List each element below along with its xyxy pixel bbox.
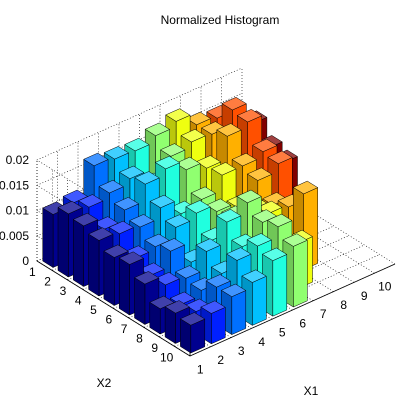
axis-line: [189, 263, 396, 357]
bar-face: [200, 300, 226, 314]
x-tick-label: 8: [340, 298, 347, 312]
bar-face: [154, 155, 181, 170]
x-tick-label: 7: [320, 307, 327, 321]
bar-face: [129, 214, 155, 228]
bars-layer: [42, 97, 319, 354]
bar-face: [118, 251, 145, 265]
bar-face: [241, 269, 267, 283]
bar-face: [252, 138, 278, 152]
x-tick-label: 10: [378, 280, 392, 294]
bar-face: [164, 214, 191, 228]
bar-face: [231, 152, 258, 167]
bar-face: [272, 254, 288, 317]
bar-face: [292, 180, 319, 195]
bar-face: [216, 123, 242, 137]
bar-face: [57, 206, 69, 278]
bar-face: [185, 200, 211, 214]
bar-face: [149, 194, 176, 209]
bar-face: [42, 207, 54, 268]
bar-face: [231, 290, 247, 335]
bar-face: [165, 108, 191, 122]
bar: [200, 300, 226, 345]
bar-face: [118, 257, 130, 316]
y-tick-label: 7: [121, 322, 128, 336]
bar: [179, 312, 206, 354]
bar-face: [118, 165, 145, 179]
x-tick-label: 1: [197, 362, 204, 376]
y-tick-label: 4: [75, 293, 82, 307]
bar-face: [164, 300, 191, 314]
x-axis-label: X1: [304, 384, 319, 398]
axis-line: [36, 260, 191, 357]
bar-face: [133, 271, 160, 285]
bar-face: [180, 129, 206, 143]
y-tick-label: 2: [44, 274, 51, 288]
bar-face: [144, 122, 171, 136]
bar-face: [88, 227, 114, 241]
x-tick-label: 2: [217, 353, 224, 367]
bar-face: [267, 150, 293, 164]
y-axis-label: X2: [97, 376, 112, 390]
z-tick-label: 0.01: [6, 204, 30, 218]
bar-face: [72, 212, 99, 227]
bar-face: [179, 312, 206, 326]
x-tick-label: 3: [238, 344, 245, 358]
bar-face: [73, 218, 84, 287]
bar-face: [103, 244, 129, 258]
y-tick-label: 8: [136, 331, 143, 345]
bar-face: [134, 277, 146, 325]
z-tick-label: 0: [22, 254, 29, 268]
bar-face: [211, 162, 237, 176]
bar-face: [246, 167, 273, 181]
bar-face: [215, 209, 242, 223]
y-tick-label: 5: [90, 303, 97, 317]
bar-face: [159, 143, 186, 157]
bar-face: [236, 189, 262, 204]
bar-face: [282, 233, 308, 247]
bar-face: [113, 197, 140, 211]
bar-face: [195, 238, 221, 252]
y-tick-label: 10: [160, 350, 174, 364]
x-tick-label: 4: [258, 335, 265, 349]
bar-face: [103, 146, 130, 160]
bar-face: [220, 283, 247, 297]
labels-layer: 00.0050.010.0150.02123456789101234567891…: [0, 153, 392, 376]
bar: [103, 244, 129, 306]
bar-face: [221, 97, 247, 111]
bar-face: [190, 186, 217, 200]
bar-face: [57, 200, 83, 215]
bar-face: [108, 220, 135, 235]
z-tick-label: 0.015: [0, 178, 29, 192]
bar-face: [159, 238, 186, 252]
bar-face: [252, 275, 267, 326]
bar-face: [77, 194, 104, 208]
y-tick-label: 6: [105, 312, 112, 326]
bar-face: [88, 233, 100, 297]
y-tick-label: 3: [60, 284, 67, 298]
x-tick-label: 5: [279, 326, 286, 340]
x-tick-label: 9: [361, 289, 368, 303]
bar-face: [124, 137, 150, 152]
bar-face: [293, 239, 308, 308]
z-tick-label: 0.02: [6, 153, 30, 167]
bar-face: [261, 247, 288, 261]
bar-face: [267, 213, 293, 228]
bar-face: [134, 171, 160, 185]
x-tick-label: 6: [299, 316, 306, 330]
bar-face: [205, 274, 232, 288]
bar-face: [246, 233, 273, 247]
bar-face: [103, 250, 115, 306]
bar-face: [98, 179, 124, 194]
y-tick-label: 9: [151, 341, 158, 355]
bar-face: [236, 109, 263, 123]
z-tick-label: 0.005: [0, 229, 29, 243]
bar-face: [226, 247, 252, 261]
bar-face: [174, 265, 201, 279]
bar-face: [83, 152, 109, 167]
chart-title: Normalized Histogram: [161, 13, 280, 27]
y-tick-label: 1: [29, 265, 36, 279]
